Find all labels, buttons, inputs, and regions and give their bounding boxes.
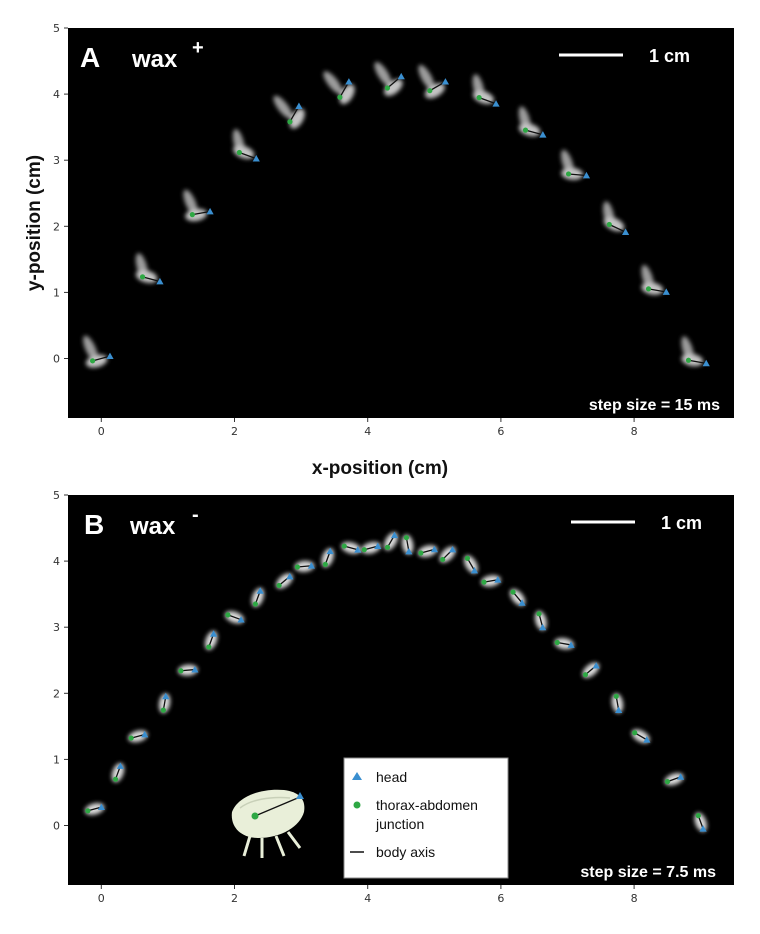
insect-position-marker — [128, 730, 149, 743]
insect-position-marker — [158, 692, 171, 714]
insect-position-marker — [631, 729, 651, 744]
insect-position-marker — [276, 572, 294, 589]
insect-position-marker — [135, 253, 164, 285]
insect-position-marker — [664, 773, 685, 786]
y-tick-label: 1 — [53, 753, 60, 766]
insect-position-marker — [681, 336, 710, 367]
insect-position-marker — [83, 335, 114, 368]
insect-position-marker — [294, 560, 316, 572]
insect-position-marker — [232, 129, 260, 162]
scale-bar-label-a: 1 cm — [649, 46, 690, 66]
insect-position-marker — [418, 64, 450, 99]
insect-position-marker — [177, 664, 199, 676]
insect-position-marker — [481, 575, 502, 587]
insect-position-marker — [361, 541, 382, 554]
insect-position-marker — [183, 189, 214, 222]
y-tick-label: 4 — [53, 88, 60, 101]
y-tick-label: 3 — [53, 154, 60, 167]
insect-position-marker — [374, 61, 405, 96]
insect-position-marker — [341, 541, 362, 554]
insect-position-marker — [204, 630, 218, 651]
insect-position-marker — [439, 545, 457, 563]
y-tick-label: 0 — [53, 820, 60, 833]
insect-position-marker — [472, 74, 500, 107]
insect-position-marker — [111, 762, 125, 783]
y-tick-label: 2 — [53, 220, 60, 233]
step-size-label-b: step size = 7.5 ms — [580, 864, 716, 881]
legend-head-marker — [352, 772, 362, 780]
insect-position-marker — [323, 71, 355, 105]
panel-a: 0 1 2 3 4 5 0 2 4 6 8 A wax + 1 cm step size = 15… — [53, 22, 734, 438]
legend: head thorax-abdomen junction body axis — [343, 757, 509, 879]
x-tick-label: 0 — [98, 892, 105, 905]
y-tick-label: 5 — [53, 22, 60, 35]
insect-position-marker — [464, 555, 479, 574]
x-tick-label: 6 — [497, 425, 504, 438]
x-tick-label: 2 — [231, 425, 238, 438]
insect-position-marker — [509, 589, 526, 606]
insect-position-marker — [417, 545, 439, 558]
y-tick-label: 0 — [53, 353, 60, 366]
panel-b-label: B — [84, 509, 104, 540]
panel-a-title-sup: + — [192, 37, 204, 59]
y-tick-label: 2 — [53, 687, 60, 700]
x-tick-label: 8 — [631, 425, 638, 438]
insect-position-marker — [534, 610, 547, 631]
panel-b: 0 1 2 3 4 5 0 2 4 6 8 B wax - 1 cm step size = 7.… — [53, 489, 734, 905]
insect-position-marker — [582, 662, 600, 678]
y-tick-label: 4 — [53, 555, 60, 568]
legend-junction-marker — [353, 801, 361, 809]
step-size-label-a: step size = 15 ms — [589, 397, 720, 414]
panel-a-label: A — [80, 42, 100, 73]
insect-position-marker — [384, 531, 399, 551]
y-tick-label: 1 — [53, 286, 60, 299]
legend-junction-label-1: thorax-abdomen — [376, 797, 478, 813]
legend-junction-label-2: junction — [375, 816, 424, 832]
x-tick-label: 6 — [497, 892, 504, 905]
panel-b-title-sup: - — [192, 504, 199, 526]
y-axis-label: y-position (cm) — [24, 155, 45, 291]
insect-position-marker — [641, 264, 670, 295]
plot-area-a — [68, 28, 734, 418]
legend-axis-label: body axis — [376, 844, 435, 860]
planthopper-illustration — [231, 789, 305, 858]
insect-position-marker — [321, 547, 334, 568]
x-tick-label: 4 — [364, 425, 371, 438]
insect-position-marker — [561, 149, 591, 180]
insect-position-marker — [518, 106, 547, 138]
scale-bar-label-b: 1 cm — [661, 513, 702, 533]
insect-position-marker — [224, 611, 245, 624]
panel-b-title: wax — [129, 513, 176, 540]
insect-position-marker — [603, 201, 630, 235]
legend-head-label: head — [376, 769, 407, 785]
x-axis-label: x-position (cm) — [312, 458, 448, 479]
insect-position-marker — [84, 803, 106, 815]
x-tick-label: 2 — [231, 892, 238, 905]
x-tick-label: 0 — [98, 425, 105, 438]
insect-position-marker — [554, 638, 575, 650]
panel-a-title: wax — [131, 46, 178, 73]
insect-position-marker — [611, 693, 624, 714]
y-tick-label: 5 — [53, 489, 60, 502]
insect-position-marker — [694, 812, 707, 832]
insect-position-marker — [273, 95, 305, 129]
x-tick-label: 8 — [631, 892, 638, 905]
insect-position-marker — [251, 587, 265, 608]
y-tick-label: 3 — [53, 621, 60, 634]
insect-position-marker — [401, 534, 414, 555]
x-tick-label: 4 — [364, 892, 371, 905]
